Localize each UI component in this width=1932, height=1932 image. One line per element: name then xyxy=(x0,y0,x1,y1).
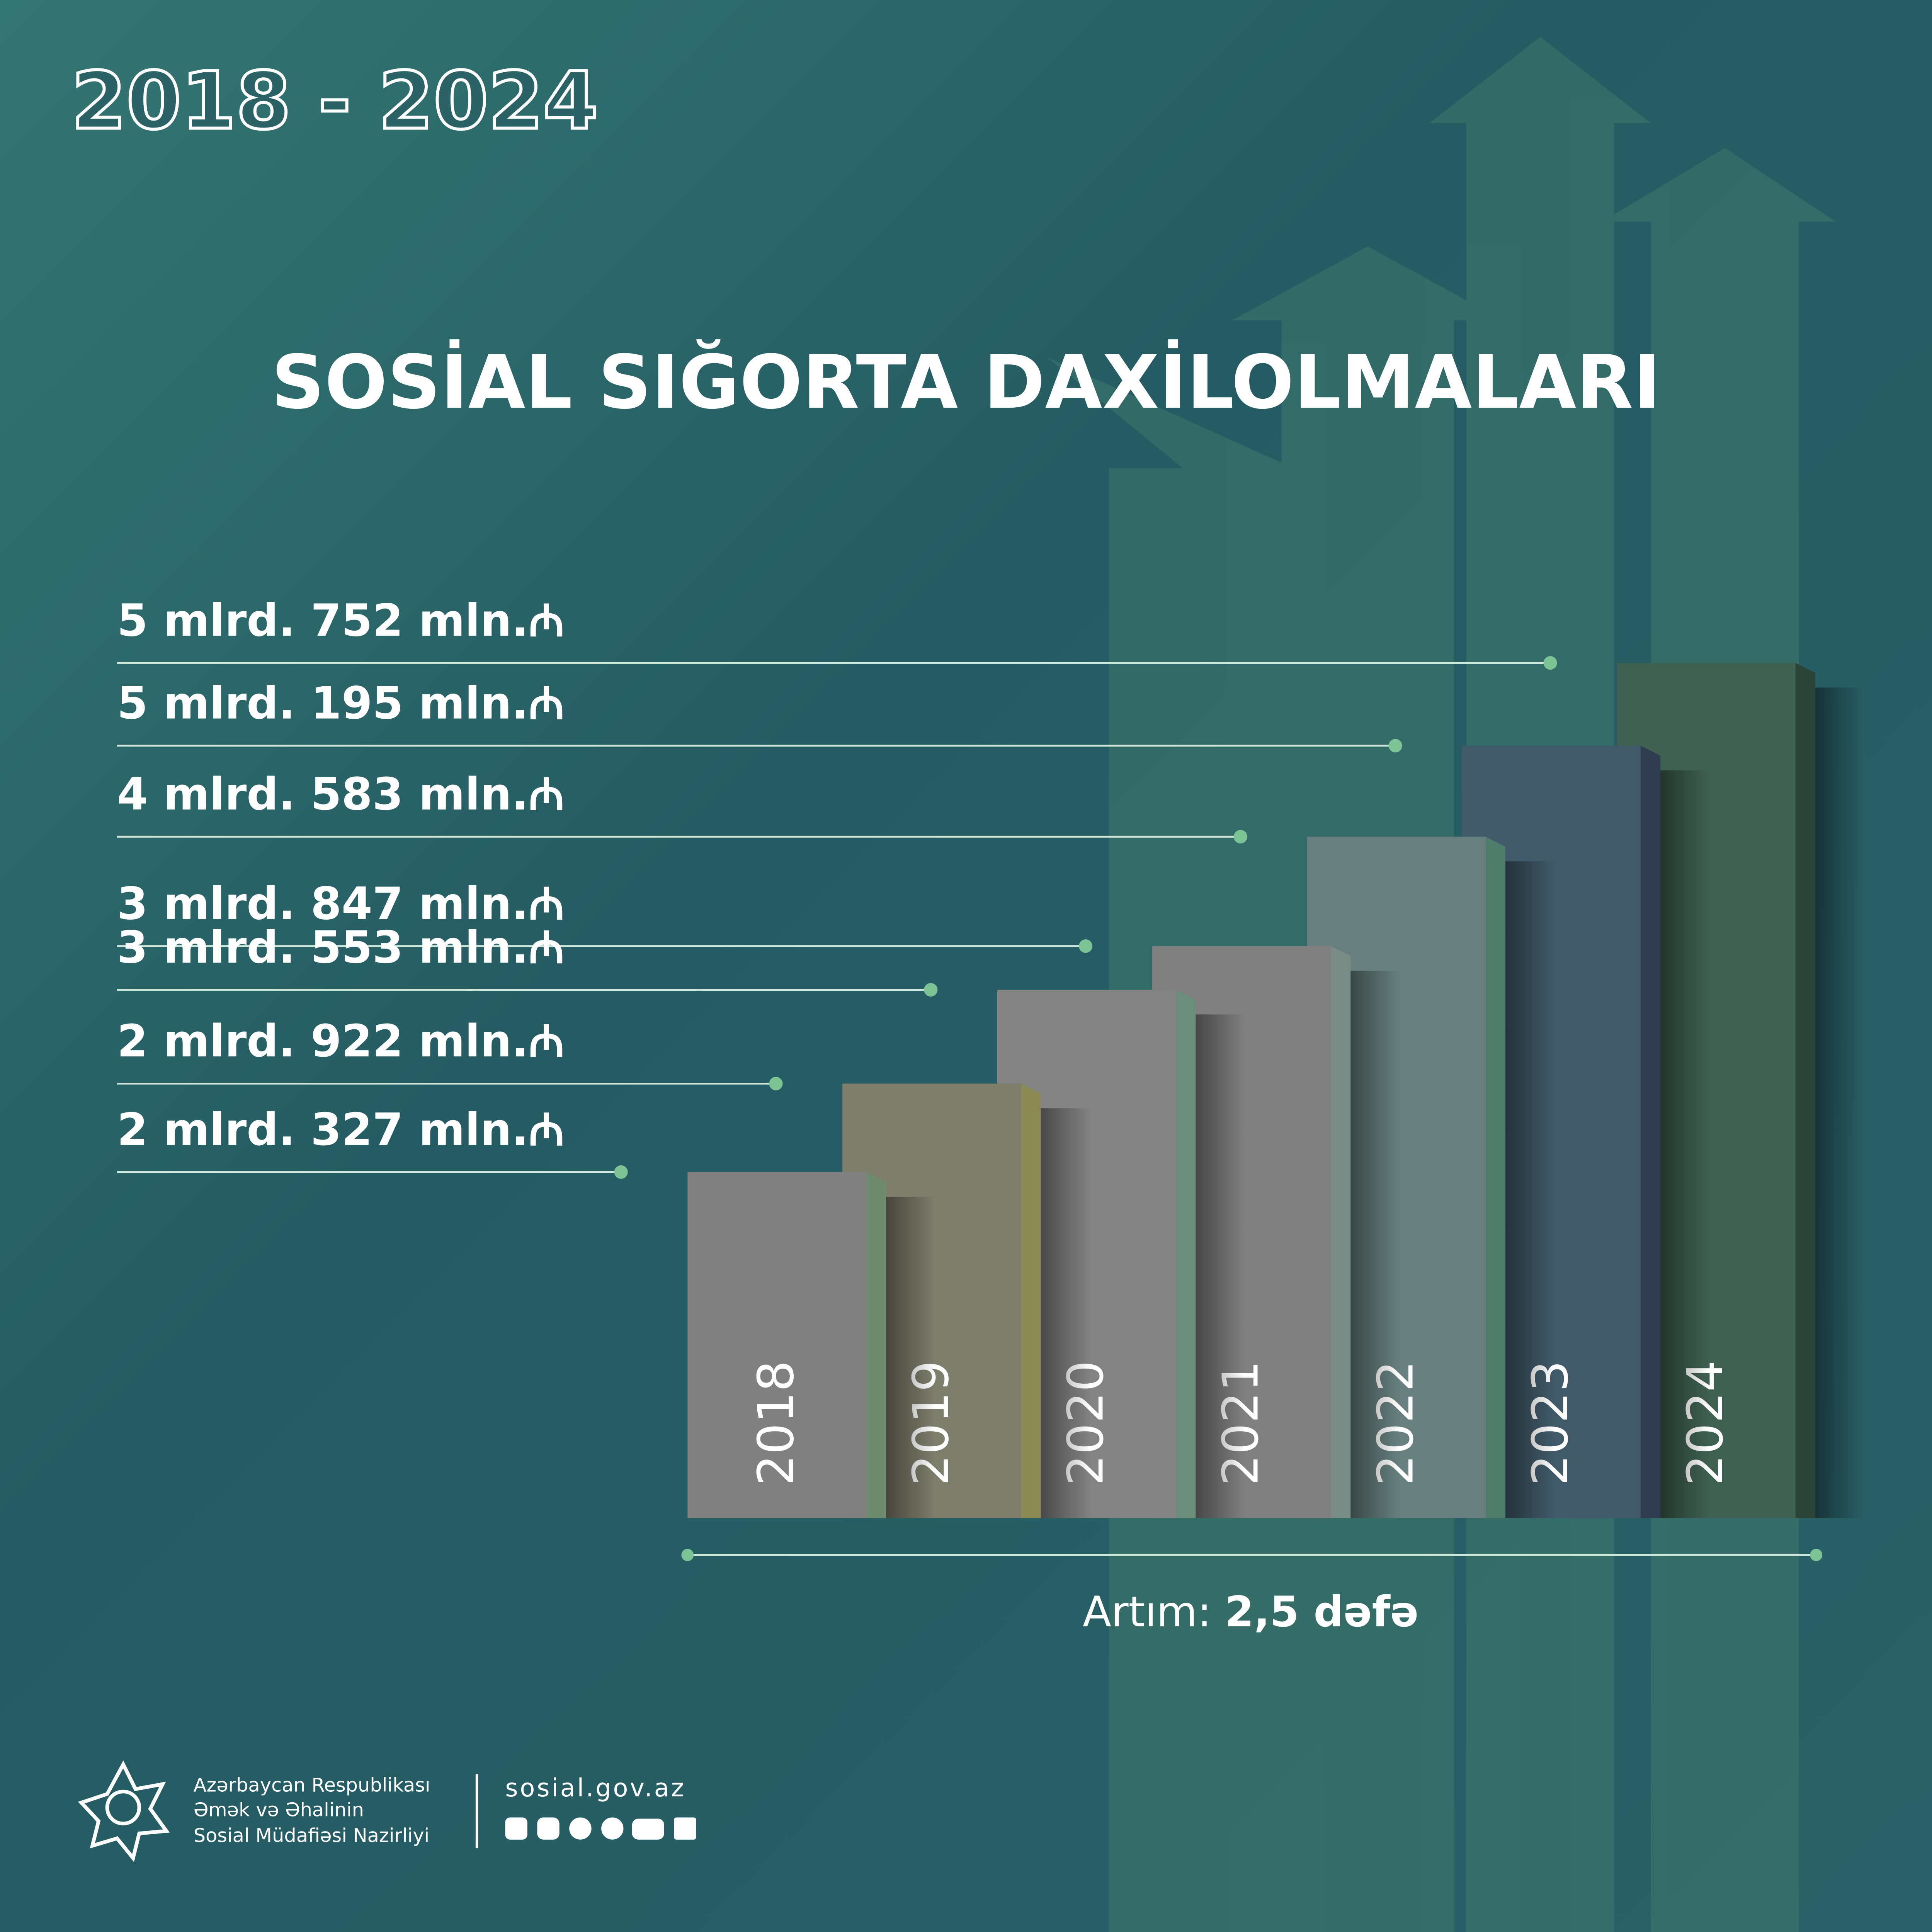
bar-side xyxy=(1021,1083,1041,1518)
bar-side xyxy=(1486,837,1506,1518)
x-icon xyxy=(601,1817,624,1840)
bar-shadow xyxy=(1196,1014,1245,1518)
bar-shadow xyxy=(1815,687,1865,1518)
bar-side xyxy=(1640,745,1660,1518)
leader-dot xyxy=(769,1077,783,1090)
instagram-icon xyxy=(537,1817,560,1840)
bar-year-label: 2018 xyxy=(748,1361,805,1486)
bar-shadow xyxy=(1660,770,1710,1518)
value-label: 3 mlrd. 847 mln.₼ xyxy=(117,878,565,930)
chart-title: SOSİAL SIĞORTA DAXİLOLMALARI xyxy=(271,339,1661,425)
value-labels: 5 mlrd. 752 mln.₼ 5 mlrd. 195 mln.₼ 4 mlrd… xyxy=(117,595,1557,1179)
ministry-line: Sosial Müdafiəsi Nazirliyi xyxy=(194,1824,430,1847)
bar-side xyxy=(1176,990,1196,1518)
leader-dot xyxy=(1543,656,1557,670)
value-label: 4 mlrd. 583 mln.₼ xyxy=(117,769,565,820)
bar-side xyxy=(1331,946,1351,1518)
bars: 2024202320222021202020192018 xyxy=(687,663,1865,1518)
growth-annotation: Artım: 2,5 dəfə xyxy=(1083,1587,1419,1636)
ministry-line: Əmək və Əhalinin xyxy=(194,1798,364,1821)
value-label: 3 mlrd. 553 mln.₼ xyxy=(117,922,565,973)
value-label: 2 mlrd. 327 mln.₼ xyxy=(117,1104,565,1156)
ministry-logo xyxy=(78,1760,170,1862)
website: sosial.gov.az xyxy=(505,1774,686,1803)
header-years: 2018 - 2024 xyxy=(71,56,598,147)
bar xyxy=(687,1172,866,1518)
leader-dot xyxy=(924,983,938,997)
growth-label: Artım: xyxy=(1083,1587,1211,1636)
rule-dot xyxy=(681,1549,694,1561)
leader-dot xyxy=(1388,739,1402,753)
bar-shadow xyxy=(886,1197,935,1518)
value-label: 5 mlrd. 752 mln.₼ xyxy=(117,595,565,646)
value-label: 5 mlrd. 195 mln.₼ xyxy=(117,678,565,730)
ministry-line: Azərbaycan Respublikası xyxy=(194,1774,430,1796)
leader-dot xyxy=(614,1165,628,1179)
bar-side xyxy=(866,1172,886,1518)
facebook-icon xyxy=(505,1817,527,1840)
bar-shadow xyxy=(1350,971,1400,1518)
bar-shadow xyxy=(1505,861,1555,1518)
telegram-icon xyxy=(569,1817,592,1840)
growth-value: 2,5 dəfə xyxy=(1225,1587,1419,1636)
bar-shadow xyxy=(1041,1108,1090,1518)
youtube-icon xyxy=(632,1818,664,1840)
leader-dot xyxy=(1233,830,1247,844)
bar-side xyxy=(1795,663,1815,1518)
leader-dot xyxy=(1079,939,1093,953)
social-icons xyxy=(505,1817,696,1840)
value-label: 2 mlrd. 922 mln.₼ xyxy=(117,1015,565,1067)
linkedin-icon xyxy=(674,1817,696,1840)
rule-dot xyxy=(1810,1549,1823,1561)
